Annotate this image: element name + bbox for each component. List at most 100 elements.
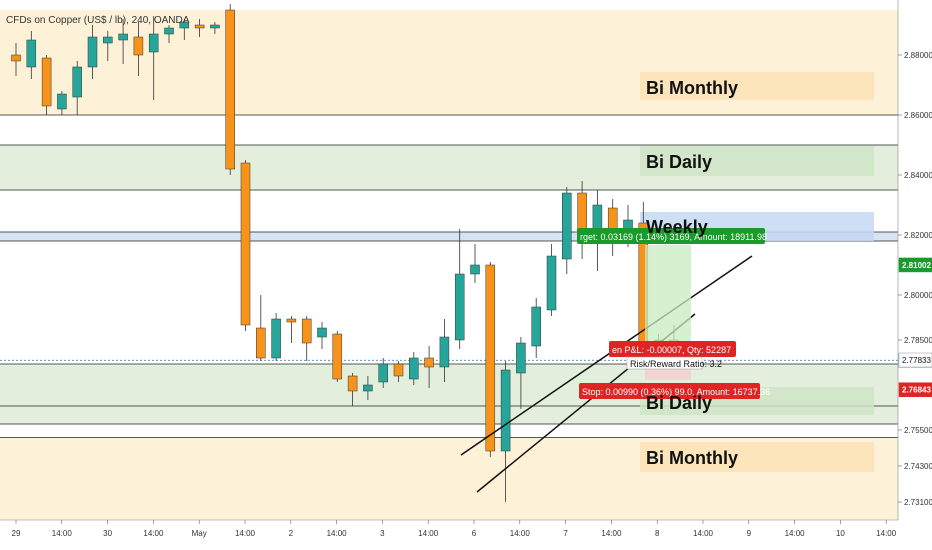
x-tick-label: 3 — [380, 529, 385, 538]
candle-body — [179, 21, 190, 29]
x-tick-label: 14:00 — [143, 529, 164, 538]
candle — [164, 25, 174, 43]
candle — [378, 358, 388, 388]
candle — [317, 322, 327, 349]
candle-body — [87, 36, 98, 68]
price-badge-bg — [898, 382, 932, 397]
x-tick-label: 14:00 — [876, 529, 897, 538]
price-badge: 2.76843 — [898, 382, 932, 397]
candle — [393, 361, 404, 382]
price-badge-label: 2.81002 — [902, 261, 931, 270]
x-tick-label: 14:00 — [327, 529, 348, 538]
candle — [470, 244, 480, 283]
candle-body — [57, 93, 67, 110]
y-tick-label: 2.74300 — [904, 462, 932, 471]
chart-title: CFDs on Copper (US$ / lb), 240, OANDA — [6, 15, 190, 26]
candle — [225, 4, 235, 175]
zone-2 — [0, 232, 898, 241]
candle-body — [424, 357, 434, 368]
trendline-upper[interactable] — [460, 255, 753, 456]
candle — [210, 22, 220, 34]
candle-body — [363, 384, 373, 392]
x-tick-label: 14:00 — [693, 529, 714, 538]
candle — [485, 262, 496, 457]
candle-body — [500, 369, 511, 452]
candles-layer — [11, 4, 679, 502]
rr-label-box — [626, 356, 703, 370]
candle — [148, 16, 159, 100]
zone-label-bg-4 — [640, 442, 874, 472]
price-axis: 2.88000 2.86000 2.84000 2.82000 2.80000 2.785… — [898, 51, 932, 507]
x-tick-label: 14:00 — [235, 529, 256, 538]
x-tick-label: 8 — [655, 529, 660, 538]
candle-body — [332, 333, 343, 380]
candle — [562, 187, 572, 274]
zone-layer — [0, 10, 898, 520]
candle — [26, 31, 37, 79]
time-axis-bg — [0, 520, 932, 550]
position-tool[interactable]: rget: 0.03169 (1.14%) 3169, Amount: 1891… — [577, 228, 770, 399]
price-badge-label: 2.77833 — [902, 356, 931, 365]
candle — [286, 316, 297, 343]
candle-body — [546, 255, 557, 311]
x-tick-label: May — [192, 529, 207, 538]
x-tick-label: 14:00 — [785, 529, 806, 538]
candle-body — [118, 33, 128, 41]
candle — [363, 376, 373, 400]
target-zone — [645, 245, 691, 350]
zone-label-bg-1 — [640, 146, 874, 176]
candle-body — [347, 375, 358, 392]
y-tick-label: 2.75500 — [904, 426, 932, 435]
candle-body — [240, 162, 251, 326]
price-badge-bg — [898, 257, 932, 273]
candle-body — [562, 192, 572, 260]
rr-label: Risk/Reward Ratio: 3.2 — [630, 359, 722, 369]
price-badge-bg — [898, 352, 932, 368]
candle — [256, 295, 266, 361]
pnl-label-box — [609, 341, 736, 357]
target-label-box — [577, 228, 765, 244]
candle-body — [72, 66, 82, 98]
x-tick-label: 14:00 — [418, 529, 439, 538]
candle — [118, 19, 128, 64]
candle — [332, 331, 343, 382]
candle — [133, 22, 144, 76]
stop-label-box — [579, 383, 760, 399]
x-tick-label: 7 — [563, 529, 568, 538]
candle — [301, 316, 312, 361]
zone-label-bi-monthly-top: Bi Monthly — [646, 78, 738, 98]
candle — [179, 19, 190, 40]
candle-body — [439, 336, 450, 368]
candle-body — [378, 363, 388, 383]
candle — [57, 91, 67, 115]
x-tick-label: 2 — [289, 529, 294, 538]
candle — [87, 25, 98, 79]
x-tick-label: 14:00 — [601, 529, 622, 538]
candle-body — [133, 36, 144, 56]
zone-label-bi-daily-top: Bi Daily — [646, 152, 712, 172]
candle-body — [454, 273, 465, 341]
candle-body — [256, 327, 266, 359]
y-tick-label: 2.84000 — [904, 171, 932, 180]
zone-label-bi-monthly-bottom: Bi Monthly — [646, 448, 738, 468]
stop-label: Stop: 0.00990 (0.36%) 99.0, Amount: 1673… — [582, 387, 770, 397]
x-tick-label: 14:00 — [510, 529, 531, 538]
y-tick-label: 2.80000 — [904, 291, 932, 300]
x-tick-label: 29 — [12, 529, 21, 538]
candle-body — [41, 57, 52, 107]
candle-body — [271, 318, 281, 359]
candle — [194, 19, 205, 37]
pnl-label: en P&L: -0.00007, Qty: 52287 — [612, 345, 731, 355]
candle-body — [470, 264, 480, 275]
candle-body — [26, 39, 37, 68]
y-tick-label: 2.73100 — [904, 498, 932, 507]
candle — [454, 229, 465, 349]
y-tick-label: 2.88000 — [904, 51, 932, 60]
candle-body — [210, 24, 220, 29]
x-tick-label: 10 — [836, 529, 845, 538]
y-tick-label: 2.82000 — [904, 231, 932, 240]
candle — [72, 61, 82, 115]
candle-body — [194, 24, 205, 29]
